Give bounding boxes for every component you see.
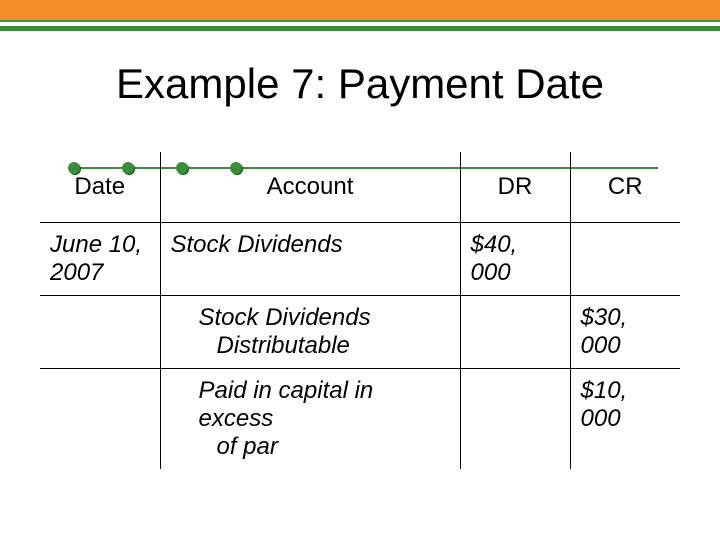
account-text: Paid in capital in excess: [171, 377, 450, 433]
cell-dr: [460, 368, 570, 469]
cell-date: June 10, 2007: [40, 222, 160, 295]
cell-account: Stock Dividends: [160, 222, 460, 295]
cell-dr: [460, 295, 570, 368]
col-header-dr: DR: [460, 152, 570, 222]
top-decor-band: [0, 0, 720, 20]
account-text-line2: Distributable: [171, 332, 450, 360]
cell-cr: $10, 000: [570, 368, 680, 469]
journal-entry-table: Date Account DR CR June 10, 2007 Stock D…: [40, 152, 680, 469]
top-green-line-thick: [0, 26, 720, 31]
col-header-cr: CR: [570, 152, 680, 222]
col-header-account: Account: [160, 152, 460, 222]
table-row: June 10, 2007 Stock Dividends $40, 000: [40, 222, 680, 295]
cell-date: [40, 295, 160, 368]
table-row: Stock Dividends Distributable $30, 000: [40, 295, 680, 368]
account-text: Stock Dividends: [171, 304, 450, 332]
slide-title: Example 7: Payment Date: [0, 60, 720, 108]
cell-cr: [570, 222, 680, 295]
cell-cr: $30, 000: [570, 295, 680, 368]
cell-account: Stock Dividends Distributable: [160, 295, 460, 368]
col-header-date: Date: [40, 152, 160, 222]
top-green-line-thin: [0, 20, 720, 22]
table-row: Paid in capital in excess of par $10, 00…: [40, 368, 680, 469]
account-text: Stock Dividends: [171, 231, 343, 258]
cell-dr: $40, 000: [460, 222, 570, 295]
date-line2: 2007: [50, 259, 103, 286]
table-header-row: Date Account DR CR: [40, 152, 680, 222]
account-text-line2: of par: [171, 433, 450, 461]
cell-date: [40, 368, 160, 469]
date-line1: June 10,: [50, 231, 142, 258]
cell-account: Paid in capital in excess of par: [160, 368, 460, 469]
